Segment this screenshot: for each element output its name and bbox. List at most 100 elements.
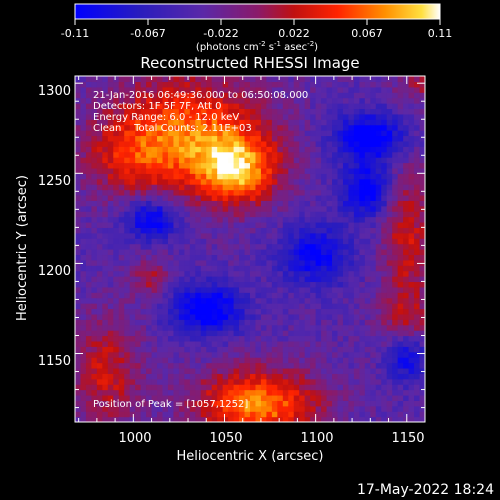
heatmap-cell (91, 135, 98, 142)
heatmap-cell (91, 384, 98, 391)
heatmap-cell (310, 221, 317, 228)
heatmap-cell (375, 200, 382, 207)
heatmap-cell (310, 178, 317, 185)
heatmap-cell (277, 205, 284, 212)
heatmap-cell (173, 194, 180, 201)
heatmap-cell (107, 351, 114, 358)
heatmap-cell (282, 140, 289, 147)
heatmap-cell (414, 146, 421, 153)
heatmap-cell (381, 346, 388, 353)
heatmap-cell (375, 303, 382, 310)
heatmap-cell (288, 416, 295, 422)
heatmap-cell (206, 416, 213, 422)
heatmap-cell (113, 113, 120, 120)
heatmap-cell (118, 292, 125, 299)
heatmap-cell (364, 265, 371, 272)
heatmap-cell (80, 378, 87, 385)
heatmap-cell (189, 108, 196, 115)
heatmap-cell (282, 243, 289, 250)
heatmap-cell (397, 140, 404, 147)
heatmap-cell (370, 227, 377, 234)
heatmap-cell (151, 362, 158, 369)
heatmap-cell (211, 135, 218, 142)
heatmap-cell (250, 319, 257, 326)
heatmap-cell (118, 400, 125, 407)
heatmap-cell (85, 92, 93, 99)
heatmap-cell (288, 81, 295, 88)
heatmap-cell (277, 86, 284, 93)
heatmap-cell (233, 194, 240, 201)
heatmap-cell (397, 146, 404, 153)
heatmap-cell (403, 97, 410, 104)
heatmap-cell (315, 194, 322, 201)
heatmap-cell (195, 330, 202, 337)
heatmap-cell (146, 281, 153, 288)
heatmap-cell (392, 303, 399, 310)
heatmap-cell (178, 124, 185, 131)
heatmap-cell (217, 330, 224, 337)
heatmap-cell (332, 184, 339, 191)
heatmap-cell (135, 162, 142, 169)
heatmap-cell (239, 313, 246, 320)
heatmap-cell (315, 281, 322, 288)
heatmap-cell (151, 281, 158, 288)
heatmap-cell (326, 303, 333, 310)
heatmap-cell (359, 157, 366, 164)
heatmap-cell (244, 238, 251, 245)
heatmap-cell (91, 97, 98, 104)
heatmap-cell (239, 200, 246, 207)
heatmap-cell (195, 119, 202, 126)
heatmap-cell (200, 124, 207, 131)
heatmap-cell (381, 357, 388, 364)
heatmap-cell (419, 389, 425, 396)
heatmap-cell (173, 184, 180, 191)
heatmap-cell (266, 367, 273, 374)
heatmap-cell (244, 140, 251, 147)
heatmap-cell (102, 351, 109, 358)
heatmap-cell (96, 151, 103, 158)
heatmap-cell (342, 254, 350, 261)
heatmap-cell (233, 416, 240, 422)
heatmap-cell (397, 330, 404, 337)
heatmap-cell (260, 162, 268, 169)
heatmap-cell (167, 200, 175, 207)
heatmap-cell (200, 76, 207, 83)
heatmap-cell (315, 221, 322, 228)
heatmap-cell (146, 270, 153, 277)
heatmap-cell (85, 281, 93, 288)
heatmap-cell (129, 200, 136, 207)
heatmap-cell (332, 249, 339, 256)
heatmap-cell (304, 178, 311, 185)
heatmap-cell (299, 76, 306, 83)
heatmap-cell (403, 146, 410, 153)
heatmap-cell (200, 297, 207, 304)
heatmap-cell (184, 108, 191, 115)
heatmap-cell (337, 173, 344, 180)
heatmap-cell (255, 394, 262, 401)
heatmap-cell (332, 411, 339, 418)
heatmap-cell (222, 276, 229, 283)
heatmap-cell (288, 405, 295, 412)
heatmap-cell (146, 330, 153, 337)
heatmap-cell (96, 124, 103, 131)
heatmap-cell (266, 254, 273, 261)
heatmap-cell (408, 184, 415, 191)
heatmap-cell (244, 389, 251, 396)
heatmap-cell (222, 362, 229, 369)
heatmap-cell (206, 103, 213, 110)
heatmap-cell (375, 151, 382, 158)
heatmap-cell (397, 108, 404, 115)
heatmap-cell (140, 130, 147, 137)
heatmap-cell (288, 227, 295, 234)
heatmap-cell (310, 373, 317, 380)
heatmap-cell (414, 330, 421, 337)
heatmap-cell (260, 265, 268, 272)
heatmap-cell (408, 103, 415, 110)
heatmap-cell (364, 243, 371, 250)
heatmap-cell (85, 146, 93, 153)
heatmap-cell (403, 281, 410, 288)
heatmap-cell (178, 313, 185, 320)
heatmap-cell (200, 313, 207, 320)
heatmap-cell (178, 405, 185, 412)
heatmap-cell (167, 308, 175, 315)
